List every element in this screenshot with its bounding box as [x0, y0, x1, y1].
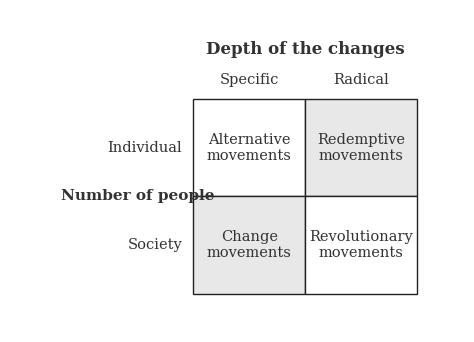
Bar — [193, 196, 305, 294]
Text: Change
movements: Change movements — [207, 230, 292, 260]
Text: Society: Society — [128, 238, 182, 252]
Bar — [305, 196, 418, 294]
Text: Individual: Individual — [108, 141, 182, 155]
Bar — [193, 99, 305, 196]
Text: Redemptive
movements: Redemptive movements — [318, 133, 405, 163]
Text: Revolutionary
movements: Revolutionary movements — [310, 230, 413, 260]
Text: Specific: Specific — [219, 73, 279, 87]
Bar — [305, 99, 418, 196]
Text: Alternative
movements: Alternative movements — [207, 133, 292, 163]
Text: Depth of the changes: Depth of the changes — [206, 41, 405, 58]
Text: Radical: Radical — [334, 73, 389, 87]
Text: Number of people: Number of people — [61, 189, 215, 203]
